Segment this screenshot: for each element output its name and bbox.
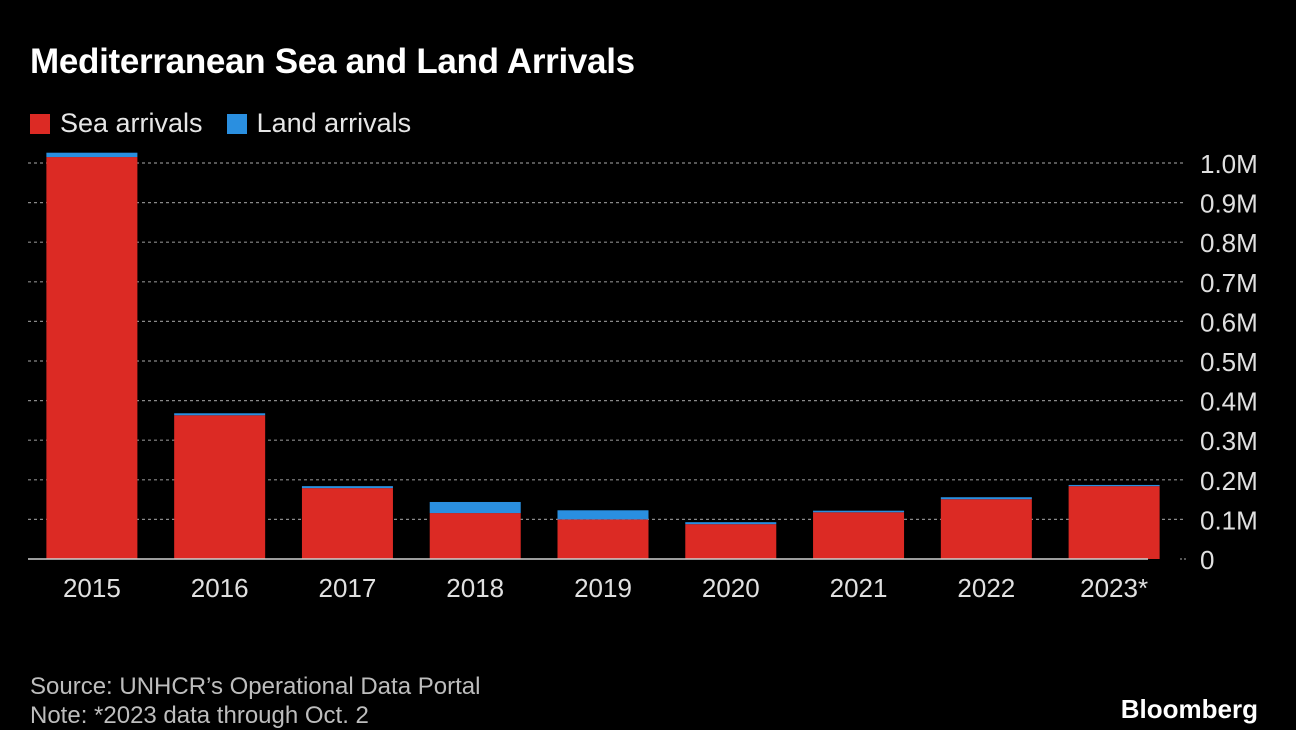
bar-sea-arrivals xyxy=(174,415,266,559)
bloomberg-logo: Bloomberg xyxy=(1120,694,1258,724)
y-tick-label: 0.8M xyxy=(1200,228,1258,258)
bar-sea-arrivals xyxy=(685,524,777,559)
bar-sea-arrivals xyxy=(46,157,138,559)
legend: Sea arrivals Land arrivals xyxy=(30,108,435,139)
bar-sea-arrivals xyxy=(429,513,521,559)
footer-notes: Source: UNHCR’s Operational Data Portal … xyxy=(30,672,480,730)
bar-sea-arrivals xyxy=(813,512,905,559)
legend-swatch-land xyxy=(226,113,247,134)
x-tick-label: 2022 xyxy=(957,573,1015,603)
x-tick-label: 2017 xyxy=(319,573,377,603)
chart-title: Mediterranean Sea and Land Arrivals xyxy=(30,42,635,81)
x-tick-label: 2016 xyxy=(191,573,249,603)
x-tick-label: 2020 xyxy=(702,573,760,603)
y-tick-label: 1.0M xyxy=(1200,149,1258,179)
note-text: Note: *2023 data through Oct. 2 xyxy=(30,702,369,729)
y-tick-label: 0.5M xyxy=(1200,347,1258,377)
y-tick-label: 0.1M xyxy=(1200,505,1258,535)
legend-item-land: Land arrivals xyxy=(226,108,412,139)
bar-land-arrivals xyxy=(46,152,138,158)
legend-label-sea: Sea arrivals xyxy=(60,108,203,138)
y-tick-label: 0.2M xyxy=(1200,466,1258,496)
y-tick-label: 0.9M xyxy=(1200,189,1258,219)
x-tick-label: 2015 xyxy=(63,573,121,603)
bar-land-arrivals xyxy=(301,486,393,489)
legend-item-sea: Sea arrivals xyxy=(30,108,203,139)
bar-land-arrivals xyxy=(429,501,521,514)
y-tick-label: 0 xyxy=(1200,545,1214,575)
bar-sea-arrivals xyxy=(940,499,1032,559)
y-tick-label: 0.4M xyxy=(1200,387,1258,417)
legend-label-land: Land arrivals xyxy=(256,108,412,138)
source-text: Source: UNHCR’s Operational Data Portal xyxy=(30,673,481,700)
legend-swatch-sea xyxy=(30,113,50,134)
bar-land-arrivals xyxy=(940,497,1032,500)
x-tick-label: 2018 xyxy=(446,573,504,603)
y-tick-label: 0.3M xyxy=(1200,426,1258,456)
x-tick-label: 2021 xyxy=(830,573,888,603)
y-tick-label: 0.6M xyxy=(1200,307,1258,337)
bar-land-arrivals xyxy=(557,510,649,520)
x-tick-label: 2019 xyxy=(574,573,632,603)
y-tick-label: 0.7M xyxy=(1200,268,1258,298)
bar-land-arrivals xyxy=(813,510,905,513)
bar-land-arrivals xyxy=(1068,484,1160,487)
bar-sea-arrivals xyxy=(301,488,393,559)
bar-land-arrivals xyxy=(685,522,777,525)
bar-sea-arrivals xyxy=(1068,486,1160,559)
bar-sea-arrivals xyxy=(557,519,649,559)
bar-land-arrivals xyxy=(174,413,266,416)
x-tick-label: 2023* xyxy=(1080,573,1148,603)
